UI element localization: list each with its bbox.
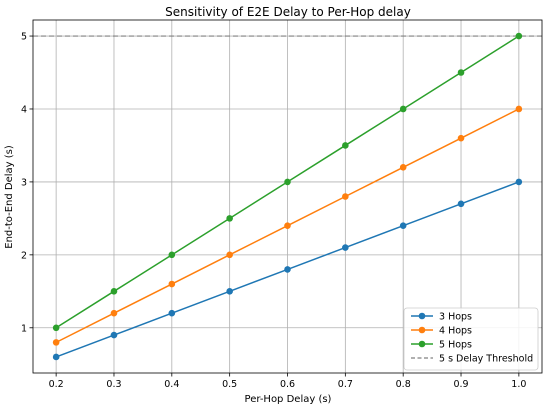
x-tick-label: 0.9: [453, 379, 468, 390]
data-point: [399, 222, 407, 229]
legend-label: 5 s Delay Threshold: [439, 354, 533, 365]
data-point: [284, 266, 291, 273]
series-4-hops: [52, 105, 523, 346]
x-tick-label: 0.7: [338, 379, 353, 390]
series-3-hops: [52, 178, 523, 361]
legend-label: 3 Hops: [439, 312, 472, 323]
data-point: [168, 251, 176, 259]
data-point: [457, 134, 465, 142]
series-5-hops: [52, 32, 523, 332]
data-point: [342, 193, 349, 200]
data-point: [457, 200, 465, 208]
data-point: [342, 142, 349, 149]
data-point: [226, 251, 233, 259]
x-tick-label: 0.2: [49, 379, 64, 390]
chart-title: Sensitivity of E2E Delay to Per-Hop dela…: [165, 5, 411, 19]
data-point: [515, 32, 523, 40]
data-point: [52, 339, 60, 346]
legend: 3 Hops 4 Hops 5 Hops 5 s Delay Threshold: [403, 307, 539, 371]
data-point: [342, 244, 349, 251]
y-tick-label: 3: [21, 177, 27, 188]
data-point: [52, 324, 60, 332]
y-axis-ticks: 1 2 3 4 5: [21, 32, 33, 334]
y-tick-label: 4: [21, 104, 27, 115]
y-axis-label: End-to-End Delay (s): [4, 145, 15, 249]
legend-label: 4 Hops: [439, 326, 472, 337]
legend-box: [403, 307, 539, 371]
x-axis-label: Per-Hop Delay (s): [245, 394, 332, 405]
series-layer: [52, 32, 523, 361]
x-tick-label: 0.8: [396, 379, 411, 390]
legend-label: 5 Hops: [439, 340, 472, 351]
data-point: [110, 331, 118, 339]
legend-swatch-marker: [418, 340, 426, 348]
y-tick-label: 5: [21, 32, 27, 43]
data-point: [284, 178, 291, 186]
data-point: [226, 288, 233, 295]
data-point: [110, 309, 118, 317]
data-point: [226, 215, 233, 222]
data-point: [457, 69, 465, 76]
data-point: [399, 164, 407, 171]
x-tick-label: 0.3: [106, 379, 121, 390]
x-tick-label: 0.5: [222, 379, 237, 390]
data-point: [515, 105, 523, 113]
x-axis-ticks: 0.2 0.3 0.4 0.5 0.6 0.7 0.8 0.9 1.0: [49, 373, 526, 390]
data-point: [515, 178, 523, 186]
legend-swatch-marker: [418, 326, 426, 334]
y-tick-label: 1: [21, 323, 27, 334]
legend-swatch-marker: [418, 312, 426, 320]
y-tick-label: 2: [21, 250, 27, 261]
x-tick-label: 0.6: [280, 379, 295, 390]
data-point: [399, 105, 407, 113]
data-point: [110, 288, 118, 295]
data-point: [284, 222, 291, 229]
data-point: [168, 280, 176, 288]
data-point: [52, 353, 60, 361]
x-tick-label: 1.0: [511, 379, 526, 390]
data-point: [168, 309, 176, 317]
x-tick-label: 0.4: [164, 379, 179, 390]
